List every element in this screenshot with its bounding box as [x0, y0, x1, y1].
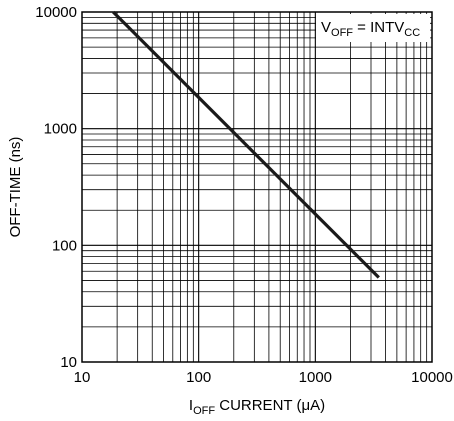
annotation-subscript-2: CC [404, 27, 420, 39]
x-axis-title-prefix: I [189, 397, 193, 414]
x-axis-title: IOFF CURRENT (μA) [189, 397, 325, 417]
annotation: VOFF = INTVCC [316, 14, 430, 42]
grid [82, 12, 432, 362]
annotation-middle: = INTV [353, 19, 404, 36]
annotation-subscript-1: OFF [331, 27, 353, 39]
data-layer [112, 10, 380, 279]
y-tick-label: 100 [52, 237, 77, 254]
x-tick-label: 1000 [299, 369, 332, 386]
x-tick-label: 100 [186, 369, 211, 386]
y-tick-label: 10000 [35, 4, 77, 21]
plot-frame [81, 11, 433, 363]
annotation-text: VOFF = INTVCC [321, 19, 420, 39]
y-tick-label: 10 [60, 354, 77, 371]
annotation-prefix: V [321, 19, 331, 36]
x-tick-label: 10000 [411, 369, 453, 386]
x-axis-title-suffix: CURRENT (μA) [215, 397, 325, 414]
annotation-background [316, 14, 430, 42]
x-tick-label: 10 [74, 369, 91, 386]
off-time-series-line [112, 10, 380, 279]
y-axis-title: OFF-TIME (ns) [7, 137, 24, 238]
x-axis-title-subscript: OFF [193, 405, 215, 417]
y-tick-label: 1000 [44, 121, 77, 138]
tick-labels: 10 100 1000 10000 10 100 1000 10000 [35, 4, 453, 386]
